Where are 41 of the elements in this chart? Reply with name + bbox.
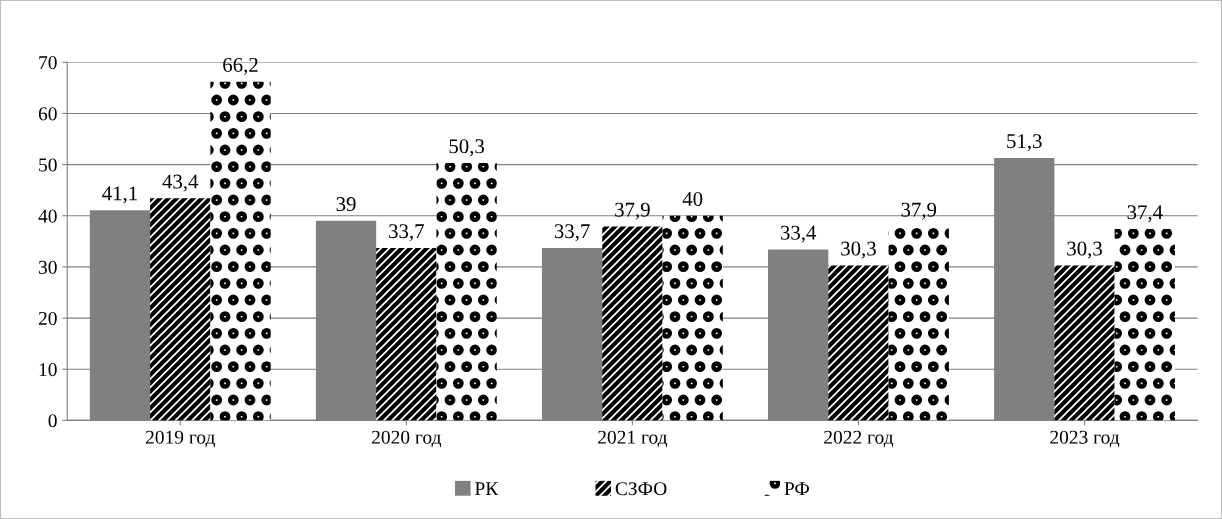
x-tick-label: 2020 год [372, 430, 442, 448]
data-label: 30,3 [1067, 241, 1102, 259]
bar [1054, 265, 1115, 421]
data-label: 33,7 [554, 224, 590, 242]
data-label: 33,7 [389, 224, 424, 242]
bar [828, 265, 889, 421]
y-tick-label: 0 [48, 414, 57, 428]
data-label: 37,4 [1127, 205, 1163, 223]
y-tick-label: 30 [38, 260, 57, 274]
y-tick-label: 10 [39, 363, 57, 377]
x-tick-label: 2019 год [145, 430, 215, 448]
data-label: 33,4 [780, 225, 817, 243]
data-label: 40 [682, 191, 703, 206]
bar [888, 226, 949, 421]
bar [376, 247, 437, 421]
data-label: 51,3 [1007, 134, 1042, 152]
y-tick-label: 60 [38, 107, 57, 121]
x-tick-label: 2023 год [1050, 430, 1120, 448]
legend-label: СЗФО [615, 482, 667, 496]
bar [662, 215, 723, 421]
x-tick-label: 2021 год [598, 430, 668, 448]
data-label: 43,4 [162, 174, 199, 192]
data-label: 66,2 [223, 57, 258, 75]
y-tick-label: 20 [38, 311, 57, 326]
data-label: 37,9 [901, 202, 937, 220]
data-label: 37,9 [615, 202, 650, 220]
y-tick-label: 40 [38, 209, 57, 223]
legend-label: РК [475, 482, 499, 496]
data-label: 41,1 [102, 186, 137, 204]
bar [602, 226, 663, 421]
x-tick-label: 2022 год [824, 430, 894, 448]
data-label: 50,3 [449, 139, 485, 157]
data-label: 30,3 [841, 241, 876, 259]
y-tick-label: 50 [39, 158, 57, 172]
bar [210, 81, 271, 421]
bar [436, 163, 497, 421]
y-tick-label: 70 [39, 56, 57, 70]
bar [150, 198, 211, 421]
legend-label: РФ [784, 482, 809, 496]
bar [1114, 229, 1175, 421]
data-label: 39 [336, 197, 356, 212]
